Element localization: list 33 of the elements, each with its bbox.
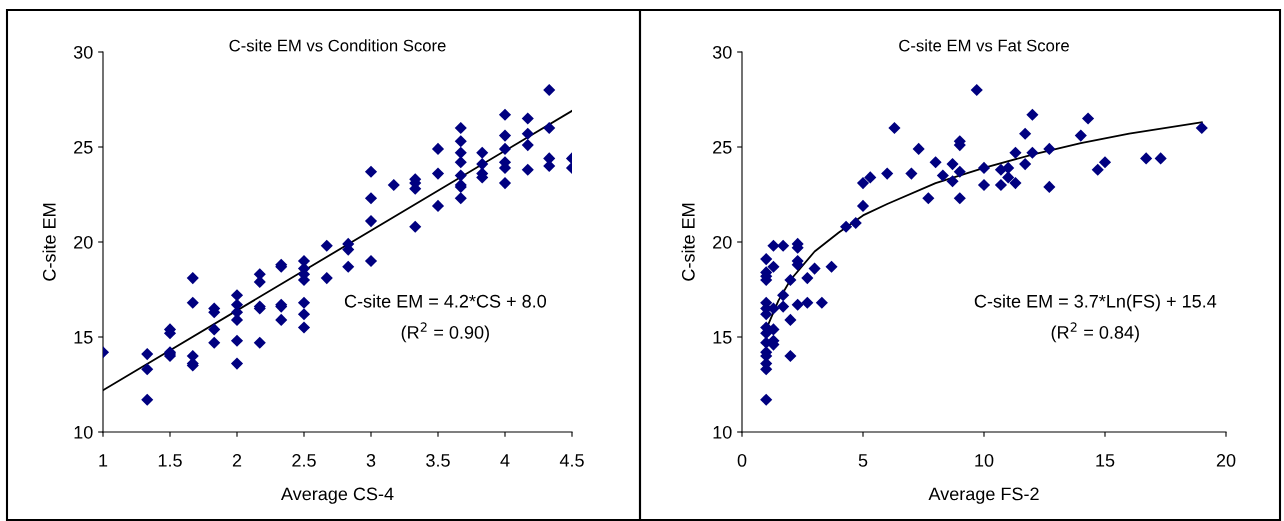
annotation: (R$^{2}$ = 0.84) xyxy=(1051,322,1139,343)
x-tick-label: 10 xyxy=(975,454,994,467)
x-tick-label: 1 xyxy=(99,454,108,467)
x-tick-label: 2 xyxy=(232,454,242,467)
x-axis-title: Average FS-2 xyxy=(928,487,1039,504)
x-axis-title: Average CS-4 xyxy=(281,487,394,504)
y-tick-label: 20 xyxy=(74,235,93,249)
y-tick-label: 10 xyxy=(713,425,732,439)
y-tick-label: 25 xyxy=(713,140,732,154)
annotation: (R$^{2}$ = 0.90) xyxy=(401,322,489,343)
chart-title: C-site EM vs Fat Score xyxy=(899,39,1069,52)
x-tick-label: 5 xyxy=(858,454,868,467)
annotation: C-site EM = 4.2*CS + 8.0 xyxy=(344,294,547,308)
y-tick-label: 10 xyxy=(74,425,93,439)
x-tick-label: 20 xyxy=(1216,454,1236,467)
x-tick-label: 4 xyxy=(500,454,510,467)
y-tick-label: 25 xyxy=(74,140,93,154)
x-tick-label: 3.5 xyxy=(426,454,450,467)
x-tick-label: 1.5 xyxy=(158,454,182,467)
y-tick-label: 30 xyxy=(712,45,732,59)
x-tick-label: 3 xyxy=(366,454,376,467)
y-tick-label: 20 xyxy=(713,235,732,249)
x-tick-label: 2.5 xyxy=(292,454,316,467)
y-axis-title: C-site EM xyxy=(681,203,695,281)
x-tick-label: 0 xyxy=(737,454,747,467)
y-tick-label: 15 xyxy=(74,331,93,344)
y-tick-label: 15 xyxy=(713,331,732,344)
x-tick-label: 15 xyxy=(1096,454,1115,467)
chart-title: C-site EM vs Condition Score xyxy=(229,39,446,52)
y-axis-title: C-site EM xyxy=(42,203,56,281)
y-tick-label: 30 xyxy=(73,45,93,59)
x-tick-label: 4.5 xyxy=(559,454,584,467)
annotation: C-site EM = 3.7*Ln(FS) + 15.4 xyxy=(974,294,1217,312)
